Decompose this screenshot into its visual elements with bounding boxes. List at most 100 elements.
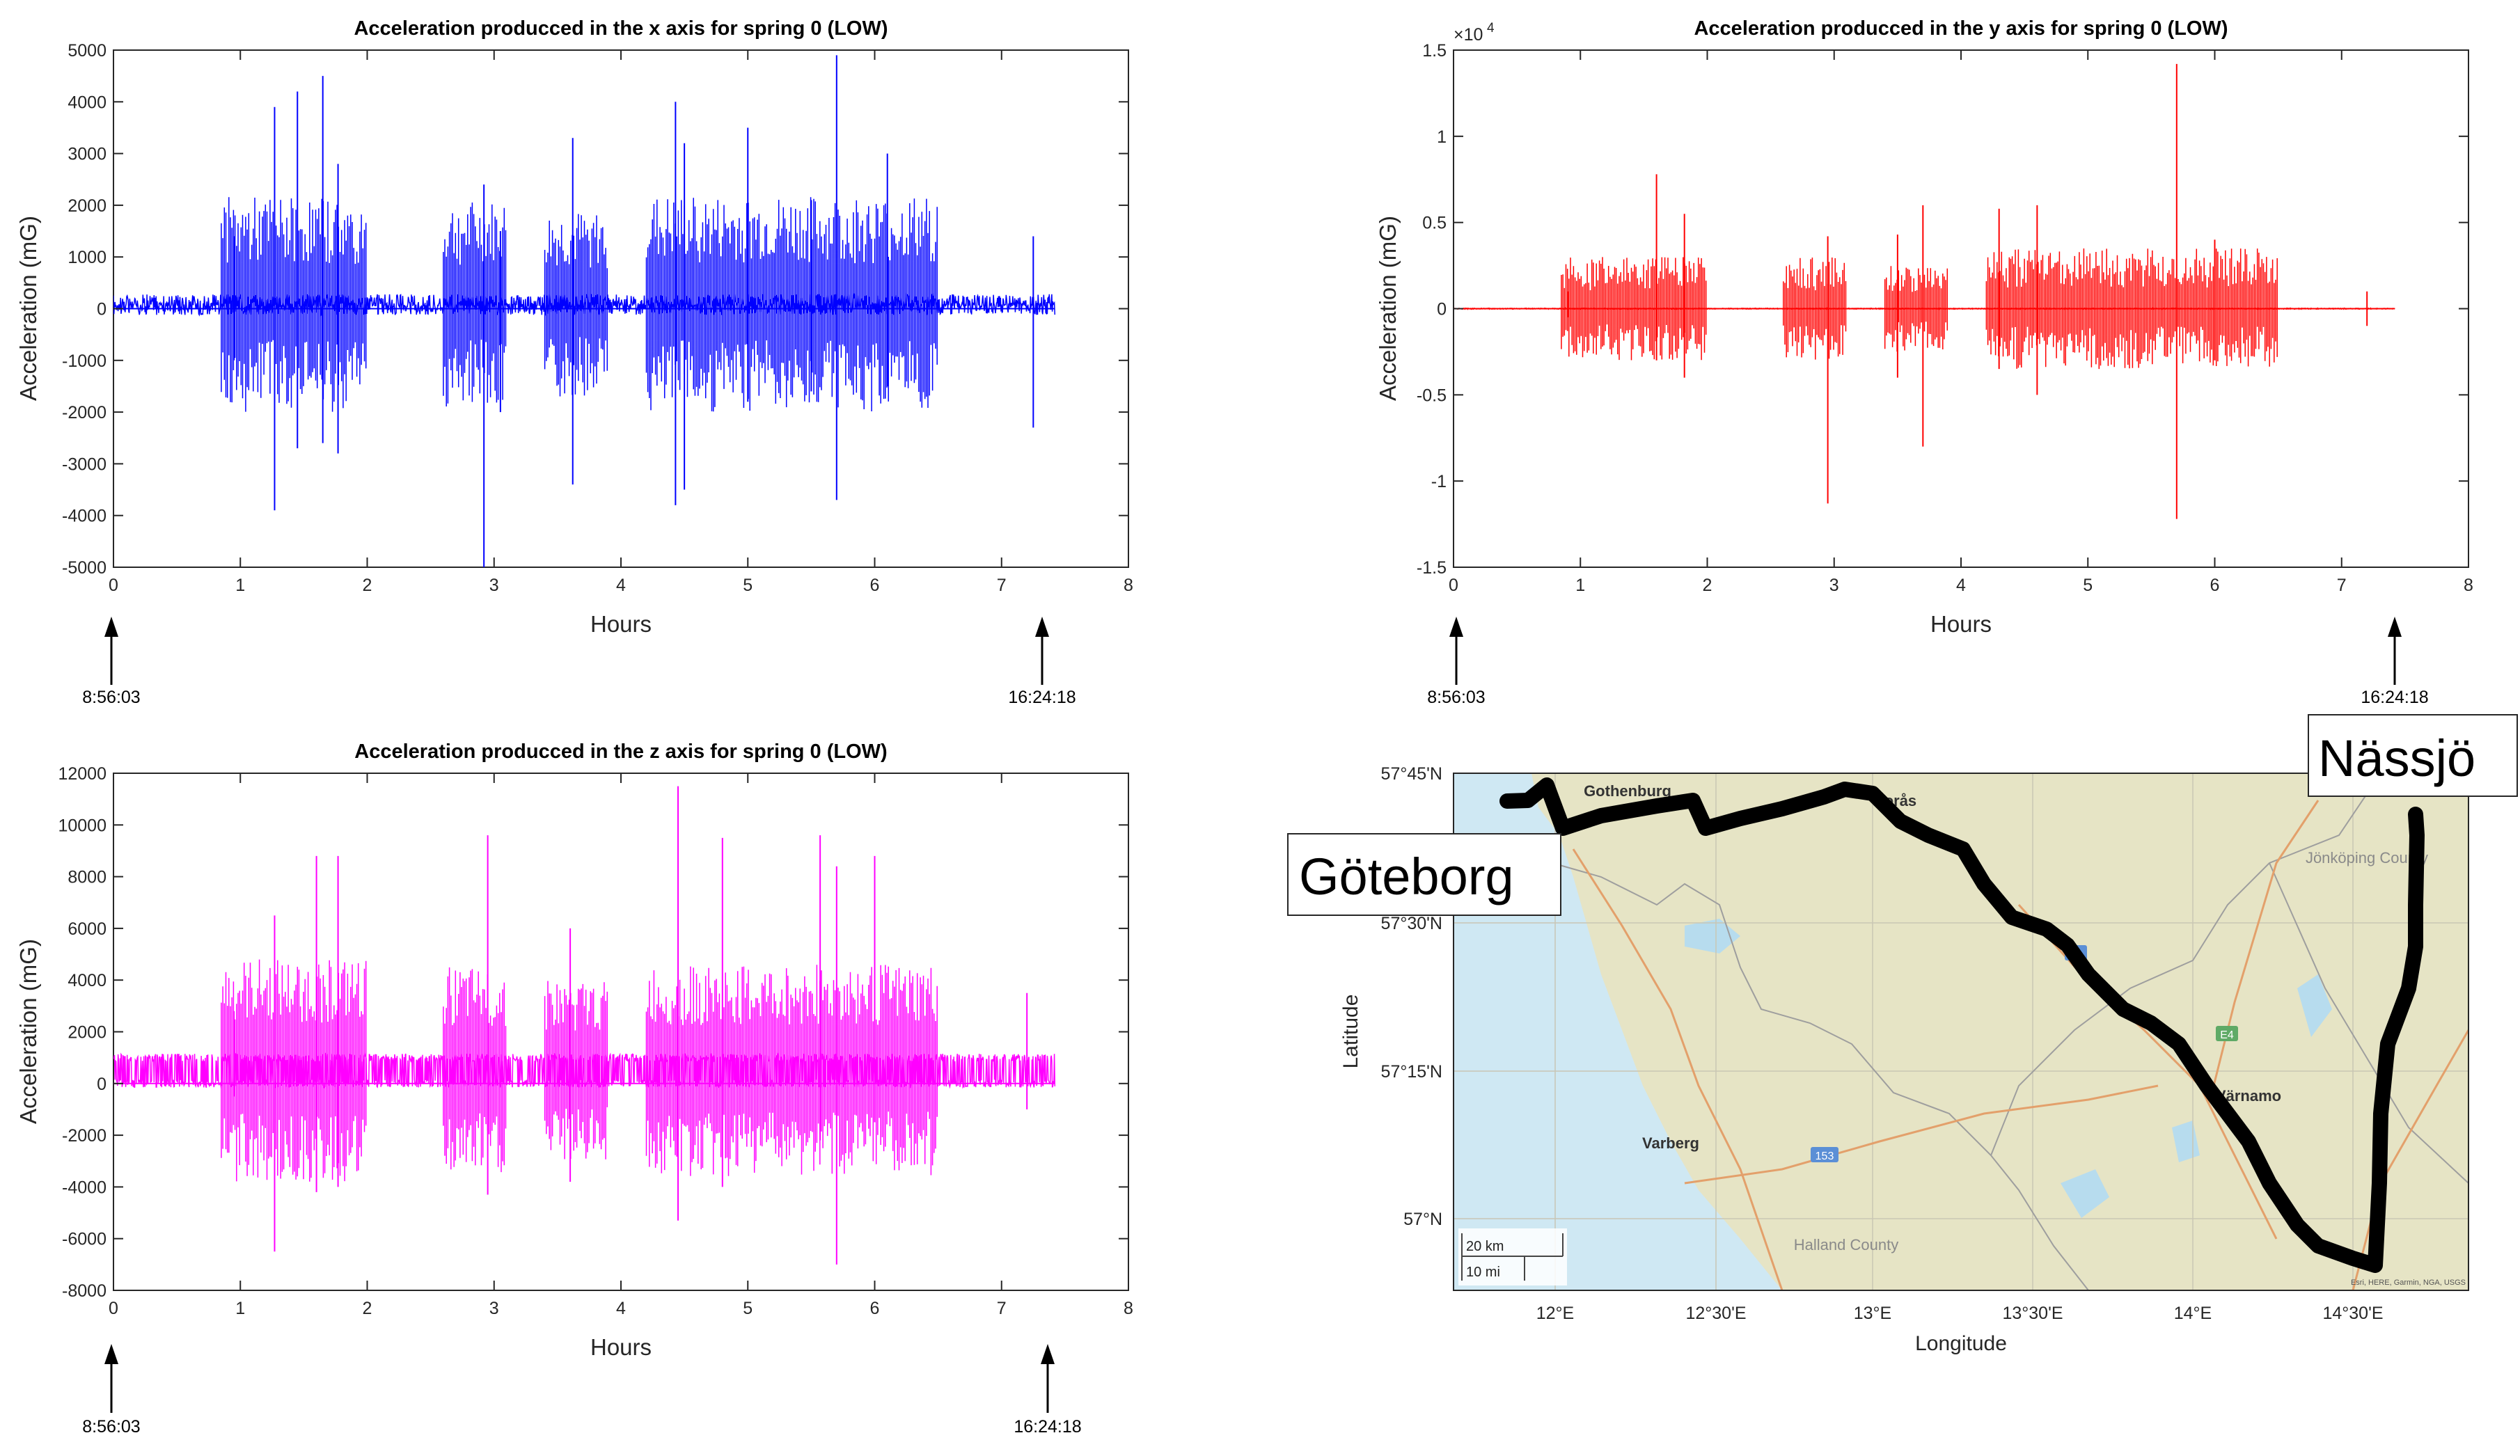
map-lake	[2297, 974, 2332, 1037]
map-ytick: 57°N	[1403, 1210, 1442, 1229]
chart-y-series	[1454, 63, 2395, 519]
ytick-label: -5000	[62, 558, 107, 578]
chart-y-ylabel: Acceleration (mG)	[1375, 216, 1401, 401]
chart-y-ticks: 0 1 2 3 4 5 6 7 8 -1.5 -1 -0.5 0 0.5 1 1.5	[1417, 41, 2473, 595]
chart-y-start-arrow	[1449, 617, 1463, 685]
map-scale-mi: 10 mi	[1466, 1265, 1500, 1280]
map-label-gothenburg: Gothenburg	[1584, 782, 1671, 800]
xtick-label: 6	[2210, 576, 2220, 595]
xtick-label: 6	[870, 1299, 880, 1318]
xtick-label: 7	[997, 1299, 1007, 1318]
ytick-label: -4000	[62, 1178, 107, 1197]
chart-x-end-arrow	[1035, 617, 1049, 685]
map-frame	[1453, 773, 2469, 1291]
ytick-label: 0	[97, 1075, 107, 1094]
ytick-label: -6000	[62, 1230, 107, 1249]
chart-x-title: Acceleration producced in the x axis for…	[354, 17, 888, 40]
ytick-label: -1000	[62, 351, 107, 371]
xtick-label: 0	[109, 576, 118, 595]
xtick-label: 5	[743, 576, 753, 595]
ytick-label: 1.5	[1422, 41, 1447, 61]
map-xtick: 14°30'E	[2322, 1304, 2383, 1323]
callout-nassjo-text: Nässjö	[2318, 729, 2475, 787]
xtick-label: 4	[616, 576, 626, 595]
chart-y-end-arrow	[2388, 617, 2402, 685]
chart-y-xlabel: Hours	[1930, 611, 1992, 637]
map-ylabel: Latitude	[1339, 995, 1362, 1069]
map-xtick: 12°30'E	[1685, 1304, 1746, 1323]
series-burst	[1884, 266, 1948, 352]
map-xtick: 12°E	[1536, 1304, 1574, 1323]
chart-x: Acceleration producced in the x axis for…	[15, 17, 1133, 707]
map-scale-bar: 20 km 10 mi	[1458, 1228, 1567, 1285]
map-attribution: Esri, HERE, Garmin, NGA, USGS	[2351, 1279, 2466, 1287]
chart-y-exponent: ×10 4	[1454, 21, 1495, 45]
map-label-jonkoping: Jönköping County	[2306, 849, 2428, 867]
xtick-label: 4	[1956, 576, 1966, 595]
xtick-label: 2	[363, 1299, 372, 1318]
svg-text:E4: E4	[2220, 1029, 2234, 1041]
chart-z-end-arrow	[1041, 1344, 1055, 1413]
xtick-label: 1	[235, 1299, 245, 1318]
chart-x-ticks: 0 1 2 3 4 5 6 7 8 -5000 -4000 -3000 -2000 -1000 0 1000 2…	[62, 41, 1133, 595]
xtick-label: 7	[2337, 576, 2347, 595]
chart-z-series	[113, 786, 1056, 1265]
svg-text:153: 153	[1816, 1150, 1834, 1162]
callout-nassjo: Nässjö	[2308, 714, 2518, 797]
chart-z-start-arrow	[104, 1344, 118, 1413]
ytick-label: -1.5	[1417, 558, 1447, 578]
map-shield-153: 153	[1811, 1147, 1838, 1162]
ytick-label: -4000	[62, 507, 107, 526]
chart-y-end-time: 16:24:18	[2361, 688, 2428, 707]
callout-goteborg-text: Göteborg	[1299, 848, 1514, 905]
map-scale-km: 20 km	[1466, 1239, 1504, 1254]
map-xlabel: Longitude	[1915, 1332, 2007, 1355]
xtick-label: 0	[109, 1299, 118, 1318]
map-ytick: 57°30'N	[1381, 914, 1442, 933]
xtick-label: 5	[2083, 576, 2093, 595]
ytick-label: -0.5	[1417, 386, 1447, 405]
map-xtick: 14°E	[2174, 1304, 2212, 1323]
chart-y-exponent-power: 4	[1487, 21, 1495, 35]
ytick-label: 0	[1437, 300, 1447, 319]
series-burst	[544, 981, 608, 1160]
xtick-label: 7	[997, 576, 1007, 595]
chart-z-title: Acceleration producced in the z axis for…	[354, 741, 887, 763]
chart-x-start-arrow	[104, 617, 118, 685]
map-ytick: 57°15'N	[1381, 1062, 1442, 1082]
ytick-label: 2000	[68, 1023, 107, 1043]
map-label-varberg: Varberg	[1642, 1134, 1699, 1152]
series-burst	[221, 197, 367, 412]
ytick-label: 5000	[68, 41, 107, 61]
ytick-label: 0	[97, 300, 107, 319]
ytick-label: 4000	[68, 971, 107, 990]
xtick-label: 2	[1703, 576, 1712, 595]
map-shield-e4: E4	[2216, 1026, 2238, 1041]
xtick-label: 5	[743, 1299, 753, 1318]
xtick-label: 0	[1449, 576, 1458, 595]
xtick-label: 1	[235, 576, 245, 595]
chart-z-start-time: 8:56:03	[82, 1417, 140, 1437]
xtick-label: 8	[1124, 576, 1133, 595]
ytick-label: 2000	[68, 196, 107, 216]
chart-y-title: Acceleration producced in the y axis for…	[1694, 17, 2228, 40]
xtick-label: 1	[1575, 576, 1585, 595]
xtick-label: 8	[1124, 1299, 1133, 1318]
map-lake	[2061, 1169, 2109, 1218]
map-xtick: 13°E	[1854, 1304, 1891, 1323]
map-ytick: 57°45'N	[1381, 764, 1442, 784]
ytick-label: -2000	[62, 1126, 107, 1146]
xtick-label: 3	[489, 1299, 499, 1318]
ytick-label: 1	[1437, 127, 1447, 147]
xtick-label: 3	[489, 576, 499, 595]
chart-y: Acceleration producced in the y axis for…	[1375, 17, 2473, 707]
ytick-label: 0.5	[1422, 214, 1447, 233]
map-ticks: 12°E 12°30'E 13°E 13°30'E 14°E 14°30'E 5…	[1381, 764, 2384, 1323]
xtick-label: 3	[1829, 576, 1839, 595]
map-label-halland: Halland County	[1794, 1236, 1898, 1253]
series-burst	[1783, 258, 1847, 360]
map-xtick: 13°30'E	[2002, 1304, 2063, 1323]
ytick-label: 1000	[68, 248, 107, 267]
ytick-label: 4000	[68, 93, 107, 112]
